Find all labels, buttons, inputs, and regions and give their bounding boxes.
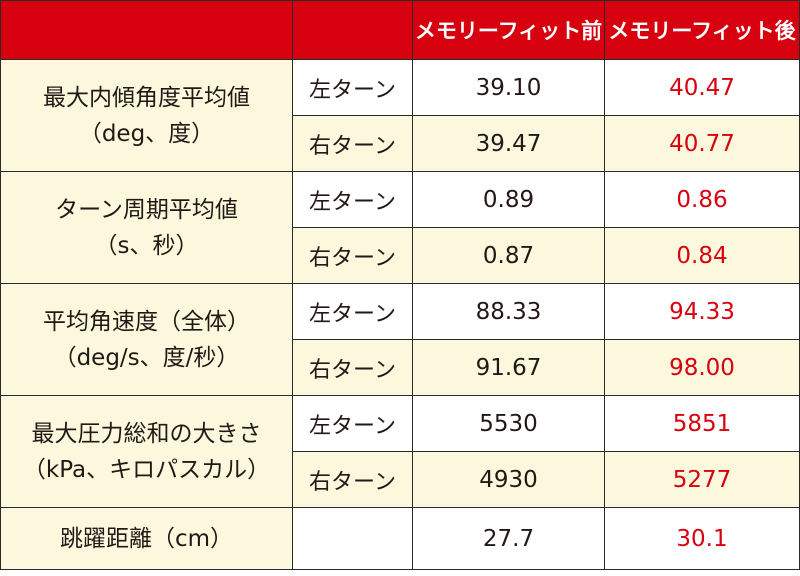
table-row: 右ターン 91.67 98.00 — [1, 339, 800, 396]
value-after: 30.1 — [604, 507, 800, 570]
category-label: ターン周期平均値 — [55, 196, 238, 223]
header-before: メモリーフィット前 — [412, 0, 605, 60]
value-after: 40.77 — [604, 115, 800, 172]
category-cell: 跳躍距離（cm） — [0, 507, 293, 570]
value-before: 0.87 — [412, 227, 605, 284]
category-cell: 最大内傾角度平均値 （deg、度） — [0, 59, 293, 172]
turn-label-empty — [292, 507, 413, 570]
category-label: 最大内傾角度平均値 — [43, 84, 250, 111]
category-unit: （deg/s、度/秒） — [53, 344, 240, 371]
category-cell: ターン周期平均値 （s、秒） — [0, 171, 293, 284]
table-row: 右ターン 4930 5277 — [1, 451, 800, 508]
value-after: 0.86 — [604, 171, 800, 228]
table-row: 最大圧力総和の大きさ （kPa、キロパスカル） 左ターン 5530 5851 — [0, 395, 800, 508]
header-empty-category — [0, 0, 293, 60]
turn-label: 左ターン — [292, 283, 413, 340]
table-row: 跳躍距離（cm） 27.7 30.1 — [0, 507, 800, 570]
category-unit: （kPa、キロパスカル） — [22, 456, 271, 483]
value-before: 39.47 — [412, 115, 605, 172]
turn-label: 右ターン — [292, 339, 413, 396]
category-unit: （deg、度） — [78, 120, 215, 147]
turn-label: 左ターン — [292, 171, 413, 228]
table-row: 最大内傾角度平均値 （deg、度） 左ターン 39.10 40.47 — [0, 59, 800, 172]
value-after: 94.33 — [604, 283, 800, 340]
header-empty-turn — [292, 0, 413, 60]
category-label: 跳躍距離（cm） — [59, 525, 234, 552]
turn-label: 右ターン — [292, 227, 413, 284]
turn-label: 左ターン — [292, 395, 413, 452]
turn-label: 右ターン — [292, 451, 413, 508]
value-before: 91.67 — [412, 339, 605, 396]
table-row: 平均角速度（全体） （deg/s、度/秒） 左ターン 88.33 94.33 — [0, 283, 800, 396]
header-after: メモリーフィット後 — [604, 0, 800, 60]
table-row: 右ターン 0.87 0.84 — [1, 227, 800, 284]
category-cell: 平均角速度（全体） （deg/s、度/秒） — [0, 283, 293, 396]
category-cell: 最大圧力総和の大きさ （kPa、キロパスカル） — [0, 395, 293, 508]
turn-label: 右ターン — [292, 115, 413, 172]
header-row: メモリーフィット前 メモリーフィット後 — [0, 0, 800, 60]
table-row: ターン周期平均値 （s、秒） 左ターン 0.89 0.86 — [0, 171, 800, 284]
value-after: 5277 — [604, 451, 800, 508]
value-before: 27.7 — [412, 507, 605, 570]
value-after: 5851 — [604, 395, 800, 452]
table-row: 右ターン 39.47 40.77 — [1, 115, 800, 172]
value-after: 40.47 — [604, 59, 800, 116]
category-label: 平均角速度（全体） — [43, 308, 250, 335]
category-unit: （s、秒） — [94, 232, 199, 259]
value-after: 98.00 — [604, 339, 800, 396]
value-before: 88.33 — [412, 283, 605, 340]
value-before: 4930 — [412, 451, 605, 508]
value-before: 39.10 — [412, 59, 605, 116]
category-label: 最大圧力総和の大きさ — [31, 420, 262, 447]
value-before: 5530 — [412, 395, 605, 452]
turn-label: 左ターン — [292, 59, 413, 116]
value-before: 0.89 — [412, 171, 605, 228]
value-after: 0.84 — [604, 227, 800, 284]
